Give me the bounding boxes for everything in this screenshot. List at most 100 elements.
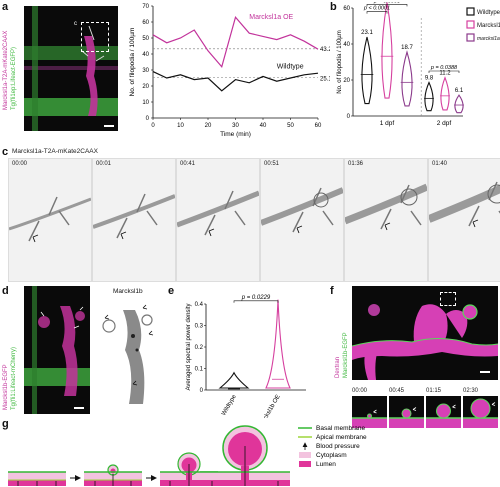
b-legend-swatch [466, 20, 475, 29]
f-timestamp: 00:00 [352, 388, 368, 394]
b-violin [381, 2, 393, 99]
b-pvalue: p < 0.0001 [363, 6, 390, 12]
e-violin [265, 299, 291, 389]
panel-label-a: a [2, 1, 9, 13]
c-timestamp: 01:36 [348, 161, 364, 167]
a-ytick-label: 50 [142, 36, 149, 42]
g-stage-1 [8, 471, 66, 486]
e-category-label: Marcksl1b OE [258, 394, 282, 418]
panel-label-f: f [330, 285, 334, 297]
e-bracket [233, 300, 279, 303]
inset-label-c: c [74, 21, 77, 27]
f-frame [463, 396, 498, 428]
marcksl1b-label: Marcksl1b [113, 288, 143, 295]
b-pvalue: p = 0.0003 [373, 2, 401, 4]
b-violin [401, 50, 413, 107]
panel-d-micrograph [24, 286, 90, 414]
panel-c-title: Marcksl1a-T2A-mKate2CAAX [12, 148, 98, 155]
b-group-label: 2 dpf [437, 120, 452, 127]
a-xtick-label: 40 [260, 123, 267, 129]
e-ytick-label: 0 [200, 388, 204, 394]
e-ytick-label: 0.4 [195, 302, 204, 308]
panel-label-d: d [2, 285, 9, 297]
c-frame: 00:00 [8, 158, 92, 282]
c-frame: 00:51 [260, 158, 344, 282]
g-legend: Basal membrane Apical membrane Blood pre… [298, 425, 367, 468]
panel-label-e: e [168, 285, 175, 297]
b-ytick-label: 0 [347, 114, 351, 120]
lifeact-mcherry-label: Tg(fli1:Lifeact-mCherry) [11, 346, 17, 410]
f-frame [389, 396, 424, 428]
b-value-label: 11.2 [439, 71, 451, 77]
b-pvalue: p = 0.0388 [430, 65, 458, 71]
f-timestamp: 02:30 [463, 388, 479, 394]
a-ytick-label: 70 [142, 4, 149, 10]
a-xtick-label: 20 [205, 123, 212, 129]
a-ytick-label: 10 [142, 100, 149, 106]
legend-cytoplasm: Cytoplasm [316, 452, 347, 459]
b-group-label: 1 dpf [380, 120, 395, 127]
a-xtick-label: 0 [151, 123, 155, 129]
c-timestamp: 01:40 [432, 161, 448, 167]
a-mean-label: 25.16 [320, 77, 330, 83]
a-ytick-label: 40 [142, 52, 149, 58]
lifeact-label: Tg(fli1ep:Lifeact-EGFP) [11, 46, 17, 110]
b-value-label: 18.7 [401, 45, 413, 51]
a-mean-label: 43.22 [320, 47, 330, 53]
panel-g-schematic: Basal membrane Apical membrane Blood pre… [8, 425, 367, 486]
a-ytick-label: 30 [142, 68, 149, 74]
e-ytick-label: 0.2 [195, 345, 204, 351]
b-legend-label: Wildtype [477, 10, 500, 16]
b-bracket [428, 70, 460, 73]
marcksl1a-label: Marcksl1a-T2A-mKate2CAAX [3, 30, 9, 110]
b-violin [424, 81, 434, 112]
g-stage-2 [84, 464, 142, 486]
f-inset-box [440, 292, 456, 306]
g-stage-4 [200, 425, 290, 486]
e-ytick-label: 0.1 [195, 367, 204, 373]
b-violin [361, 36, 373, 105]
f-frame [352, 396, 387, 428]
marcksl1b-egfp-f-label: Marcksl1b-EGFP [343, 332, 349, 378]
c-frame: 01:40 [428, 158, 500, 282]
b-value-label: 6.1 [455, 88, 464, 94]
b-value-label: 9.8 [425, 75, 434, 81]
c-timestamp: 00:41 [180, 161, 196, 167]
a-ytick-label: 60 [142, 20, 149, 26]
panel-a-micrograph: c [24, 6, 118, 131]
panel-label-g: g [2, 418, 9, 430]
e-violin [218, 371, 250, 389]
b-ytick-label: 60 [343, 6, 350, 12]
f-timestamp: 01:15 [426, 388, 442, 394]
a-ytick-label: 20 [142, 84, 149, 90]
a-ytick-label: 0 [146, 116, 150, 122]
c-timestamp: 00:51 [264, 161, 280, 167]
b-legend-label: marcksl1a^Δ23; marcksl1b^Δ24 [477, 36, 500, 42]
a-series-line [152, 15, 319, 69]
e-ylabel: Averaged spectral power density [186, 304, 192, 391]
a-xtick-label: 50 [287, 123, 294, 129]
a-ylabel: No. of filopodia / 100µm [129, 28, 136, 97]
b-ylabel: No. of filopodia / 100µm [337, 30, 343, 94]
legend-apical: Apical membrane [316, 434, 367, 441]
b-violin [454, 94, 464, 114]
e-pvalue: p = 0.0229 [241, 295, 271, 301]
c-timestamp: 00:00 [12, 161, 28, 167]
c-frame: 00:41 [176, 158, 260, 282]
a-xlabel: Time (min) [220, 131, 251, 138]
legend-basal: Basal membrane [316, 425, 366, 432]
f-frame [426, 396, 461, 428]
c-frame: 00:01 [92, 158, 176, 282]
panel-a-chart: 0 10 20 30 40 50 60 70 0 10 20 30 40 50 60 Time (min) No… [129, 4, 330, 138]
b-legend-swatch [466, 33, 475, 42]
c-frame: 01:36 [344, 158, 428, 282]
a-series-line [152, 71, 319, 92]
a-xtick-label: 30 [232, 123, 239, 129]
b-ytick-label: 40 [343, 42, 350, 48]
a-series-name: Wildtype [277, 63, 304, 70]
a-xtick-label: 60 [315, 123, 322, 129]
b-legend-swatch [466, 7, 475, 16]
b-violin [440, 76, 450, 111]
b-bracket [366, 11, 388, 14]
